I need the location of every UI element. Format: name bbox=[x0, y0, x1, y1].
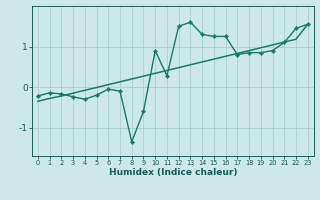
X-axis label: Humidex (Indice chaleur): Humidex (Indice chaleur) bbox=[108, 168, 237, 177]
